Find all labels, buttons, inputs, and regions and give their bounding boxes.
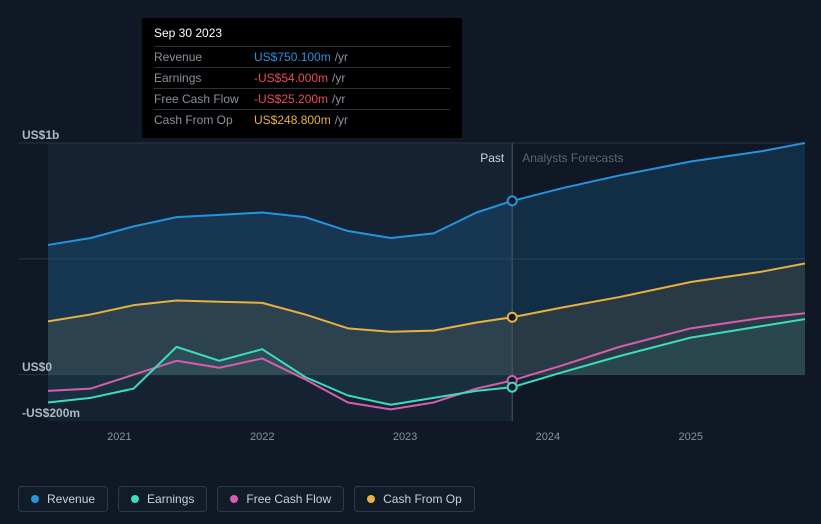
chart-tooltip: Sep 30 2023 RevenueUS$750.100m/yrEarning… <box>142 18 462 138</box>
x-axis-label: 2021 <box>107 431 131 443</box>
tooltip-unit: /yr <box>332 71 345 85</box>
legend-label: Cash From Op <box>383 492 462 506</box>
tooltip-row: RevenueUS$750.100m/yr <box>154 46 450 67</box>
legend-label: Free Cash Flow <box>246 492 331 506</box>
tooltip-date: Sep 30 2023 <box>154 26 450 46</box>
legend-item-earnings[interactable]: Earnings <box>118 486 207 512</box>
legend-label: Revenue <box>47 492 95 506</box>
tooltip-row: Earnings-US$54.000m/yr <box>154 67 450 88</box>
tooltip-value: US$750.100m <box>254 50 331 64</box>
y-axis-label: -US$200m <box>22 406 80 420</box>
chart-legend: Revenue Earnings Free Cash Flow Cash From O… <box>18 486 475 512</box>
y-axis-label: US$1b <box>22 128 59 142</box>
legend-item-revenue[interactable]: Revenue <box>18 486 108 512</box>
x-axis-label: 2023 <box>393 431 417 443</box>
tooltip-unit: /yr <box>335 50 348 64</box>
legend-dot-icon <box>31 495 39 503</box>
tooltip-unit: /yr <box>332 92 345 106</box>
tooltip-row: Free Cash Flow-US$25.200m/yr <box>154 88 450 109</box>
series-marker <box>508 196 517 205</box>
tooltip-value: -US$25.200m <box>254 92 328 106</box>
legend-label: Earnings <box>147 492 194 506</box>
tooltip-label: Revenue <box>154 50 254 64</box>
tooltip-label: Free Cash Flow <box>154 92 254 106</box>
legend-dot-icon <box>367 495 375 503</box>
series-marker <box>508 383 517 392</box>
tooltip-value: -US$54.000m <box>254 71 328 85</box>
x-axis-label: 2024 <box>536 431 560 443</box>
legend-dot-icon <box>131 495 139 503</box>
region-label-past: Past <box>480 151 504 165</box>
legend-dot-icon <box>230 495 238 503</box>
x-axis-label: 2025 <box>678 431 702 443</box>
series-marker <box>508 313 517 322</box>
x-axis-label: 2022 <box>250 431 274 443</box>
region-label-forecast: Analysts Forecasts <box>522 151 623 165</box>
legend-item-cash-from-op[interactable]: Cash From Op <box>354 486 475 512</box>
legend-item-free-cash-flow[interactable]: Free Cash Flow <box>217 486 344 512</box>
tooltip-label: Earnings <box>154 71 254 85</box>
earnings-chart: US$1b US$0 -US$200m 2021 2022 2023 2024 2025 P… <box>18 125 805 445</box>
y-axis-label: US$0 <box>22 360 52 374</box>
